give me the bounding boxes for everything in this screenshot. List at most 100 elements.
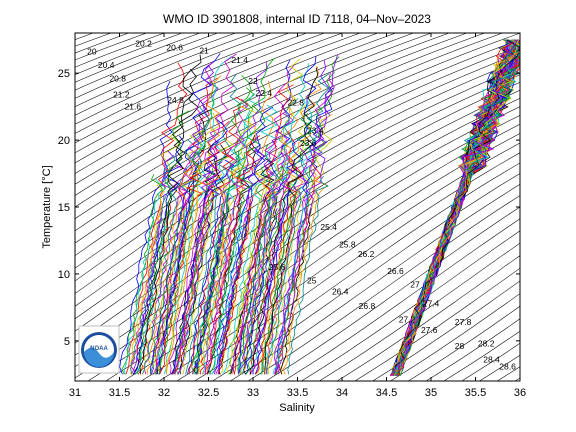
contour-label: 21.6	[125, 102, 142, 112]
density-contour-line	[75, 33, 290, 125]
shelf-profile-line	[254, 56, 317, 375]
contour-label: 20	[87, 47, 97, 57]
density-contour-line	[75, 33, 397, 185]
shelf-profile-line	[266, 73, 330, 375]
shelf-profile-line	[146, 190, 183, 375]
offshore-profile-line	[393, 39, 520, 376]
contour-label: 28	[455, 341, 465, 351]
density-contour-line	[75, 59, 520, 320]
contour-label: 24.8	[167, 95, 184, 105]
x-tick-label: 32	[158, 387, 170, 399]
density-contour-line	[75, 33, 520, 269]
contour-label: 22	[248, 76, 258, 86]
contour-label: 28.2	[478, 339, 495, 349]
y-tick-label: 15	[58, 202, 70, 214]
density-contour-line	[75, 33, 326, 144]
contour-label: 21	[199, 45, 209, 55]
shelf-profile-line	[238, 152, 286, 375]
shelf-profile-line	[243, 195, 278, 375]
contour-label: 26.6	[387, 266, 404, 276]
contour-label: 25.4	[320, 222, 337, 232]
shelf-profile-line	[255, 166, 302, 375]
shelf-profile-line	[193, 103, 251, 375]
x-tick-label: 33	[247, 387, 259, 399]
y-tick-label: 25	[58, 68, 70, 80]
shelf-profile-line	[261, 113, 313, 375]
density-contour-line	[75, 33, 272, 116]
shelf-profile-line	[263, 67, 319, 375]
profile-lines	[119, 39, 520, 376]
shelf-profile-line	[159, 172, 204, 375]
shelf-profile-line	[208, 57, 275, 375]
contour-label: 25	[307, 276, 317, 286]
contour-label: 26.2	[358, 249, 375, 259]
shelf-profile-line	[230, 158, 275, 375]
density-contour-line	[211, 173, 520, 381]
density-contour-line	[75, 33, 433, 208]
density-contour-line	[247, 195, 520, 381]
shelf-profile-line	[191, 98, 249, 375]
shelf-profile-line	[188, 96, 249, 375]
shelf-profile-line	[182, 138, 234, 375]
density-contour-line	[372, 280, 520, 381]
shelf-profile-line	[231, 177, 277, 375]
density-contour-line	[140, 133, 520, 381]
shelf-profile-line	[211, 207, 247, 375]
shelf-profile-line	[245, 166, 293, 375]
shelf-profile-line	[158, 161, 202, 375]
density-contour-line	[300, 230, 520, 381]
shelf-profile-line	[226, 168, 273, 375]
y-axis-ticks: 5 10 15 20 25	[58, 68, 520, 348]
shelf-profile-line	[187, 159, 235, 375]
contour-label: 27	[410, 280, 420, 290]
density-contour-line	[75, 33, 415, 196]
shelf-profile-line	[150, 53, 221, 375]
x-tick-label: 33.5	[287, 387, 308, 399]
x-tick-label: 32.5	[198, 387, 219, 399]
shelf-profile-line	[150, 206, 183, 375]
x-tick-label: 34.5	[376, 387, 397, 399]
x-tick-label: 31.5	[109, 387, 130, 399]
y-tick-label: 20	[58, 135, 70, 147]
contour-label: 25.8	[339, 239, 356, 249]
contour-label: 27.6	[421, 325, 438, 335]
density-contour-line	[75, 33, 361, 164]
density-contour-line	[75, 33, 308, 134]
shelf-profile-line	[172, 53, 237, 375]
density-contour-line	[158, 142, 520, 381]
contour-labels: 20 20.2 20.6 21 21.4 20.4 20.8 21.2 21.6 22 22.4 22…	[87, 39, 516, 372]
density-contour-line	[87, 106, 520, 381]
shelf-profile-line	[173, 120, 230, 375]
shelf-profile-line	[282, 169, 329, 375]
shelf-profile-line	[123, 178, 167, 375]
shelf-profile-line	[213, 195, 249, 375]
contour-label: 20.6	[166, 43, 183, 53]
shelf-profile-line	[280, 207, 312, 375]
shelf-profile-line	[168, 113, 225, 375]
contour-label: 22.4	[255, 88, 272, 98]
x-tick-label: 35.5	[465, 387, 486, 399]
x-tick-label: 34	[336, 387, 348, 399]
shelf-profile-line	[139, 68, 199, 375]
contour-label: 20.4	[98, 60, 115, 70]
density-contour-line	[75, 33, 504, 256]
density-contour-line	[425, 318, 520, 381]
shelf-profile-line	[287, 175, 329, 375]
shelf-profile-line	[217, 198, 252, 375]
density-contour-line	[194, 162, 520, 381]
shelf-profile-line	[278, 54, 338, 375]
shelf-profile-line	[125, 62, 188, 375]
density-contour-line	[105, 115, 520, 381]
density-contour-line	[283, 218, 520, 381]
density-contour-line	[75, 97, 520, 379]
shelf-profile-line	[132, 54, 202, 375]
shelf-profile-line	[211, 138, 265, 375]
shelf-profile-line	[274, 71, 335, 375]
x-tick-label: 36	[514, 387, 526, 399]
contour-label: 28.6	[499, 361, 516, 371]
contour-label: 25.6	[269, 262, 286, 272]
shelf-profile-line	[141, 214, 174, 375]
offshore-profile-line	[394, 39, 520, 376]
x-tick-label: 35	[425, 387, 437, 399]
